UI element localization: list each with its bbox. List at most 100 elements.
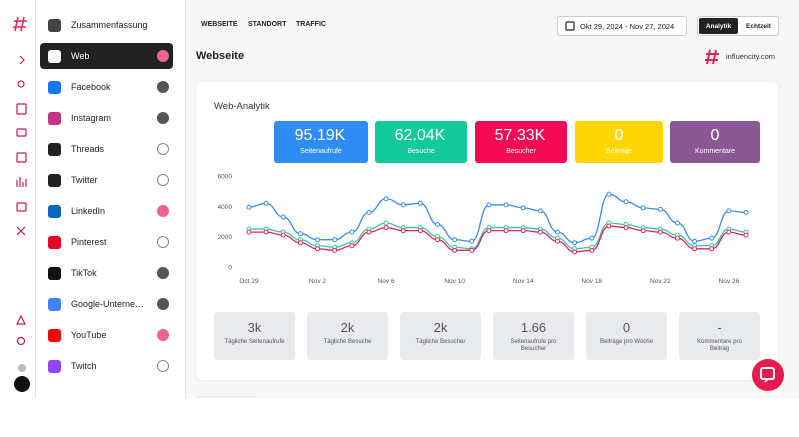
logo bbox=[13, 16, 27, 32]
user-icon[interactable] bbox=[18, 364, 26, 372]
data-point bbox=[674, 220, 680, 226]
nav-icon[interactable] bbox=[16, 314, 26, 325]
x-tick-label: Nov 22 bbox=[650, 278, 671, 285]
view-option[interactable]: Echtzeit bbox=[746, 22, 771, 30]
data-point bbox=[589, 235, 595, 241]
data-point bbox=[692, 246, 698, 252]
nav-icon[interactable] bbox=[16, 202, 27, 212]
nav-icon[interactable] bbox=[16, 128, 27, 137]
data-point bbox=[417, 228, 423, 234]
stat-value: 1.66 bbox=[520, 320, 547, 335]
kpi-box: 62.04K Besuche bbox=[375, 121, 467, 163]
sidebar-item[interactable]: YouTube bbox=[40, 322, 173, 348]
sidebar-item[interactable]: Facebook bbox=[40, 74, 173, 100]
tab[interactable]: STANDORT bbox=[248, 21, 287, 28]
item-label: Web bbox=[71, 51, 90, 61]
sidebar: Zusammenfassung Web Facebook Instagram Threa… bbox=[36, 0, 186, 398]
data-point bbox=[383, 220, 389, 226]
nav-icon[interactable] bbox=[16, 152, 27, 163]
data-point bbox=[280, 214, 286, 220]
data-point bbox=[486, 228, 492, 234]
data-point bbox=[572, 249, 578, 255]
item-icon bbox=[48, 359, 61, 373]
add-button[interactable] bbox=[157, 360, 169, 372]
nav-icon[interactable] bbox=[16, 177, 27, 187]
next-section-edge bbox=[196, 396, 256, 398]
sidebar-item[interactable]: Pinterest bbox=[40, 229, 173, 255]
kpi-value: 0 bbox=[710, 127, 720, 144]
add-button[interactable] bbox=[157, 236, 169, 248]
data-point bbox=[469, 247, 475, 253]
sidebar-item[interactable]: Threads bbox=[40, 136, 173, 162]
account-avatar[interactable] bbox=[157, 329, 169, 341]
sidebar-item[interactable]: LinkedIn bbox=[40, 198, 173, 224]
nav-icon[interactable] bbox=[16, 226, 26, 236]
date-picker[interactable]: Okt 29, 2024 - Nov 27, 2024 bbox=[557, 16, 687, 36]
sidebar-item[interactable]: Twitch bbox=[40, 353, 173, 379]
data-point bbox=[383, 225, 389, 231]
series-line bbox=[249, 225, 747, 253]
kpi-value-row: 95.19K bbox=[274, 127, 368, 145]
kpi-label: Besuche bbox=[407, 148, 435, 155]
item-icon bbox=[48, 18, 61, 32]
data-point bbox=[263, 229, 269, 235]
nav-icon[interactable] bbox=[17, 80, 25, 88]
stat-label: Kommentare pro Beitrag bbox=[697, 339, 742, 352]
data-point bbox=[692, 238, 698, 244]
data-point bbox=[503, 202, 509, 208]
stat-label: Tägliche Besuche bbox=[323, 339, 372, 345]
account-avatar[interactable] bbox=[157, 50, 169, 62]
account-avatar[interactable] bbox=[14, 376, 30, 392]
data-point bbox=[640, 205, 646, 211]
item-label: Instagram bbox=[71, 113, 112, 123]
sidebar-item[interactable]: Google-Unterne… bbox=[40, 291, 173, 317]
sidebar-item[interactable]: Zusammenfassung bbox=[40, 12, 173, 38]
settings-icon[interactable] bbox=[16, 336, 26, 346]
data-point bbox=[332, 247, 338, 253]
kpi-label: Seitenaufrufe bbox=[300, 148, 342, 155]
account-avatar[interactable] bbox=[157, 298, 169, 310]
expand-icon[interactable] bbox=[19, 55, 25, 65]
add-button[interactable] bbox=[157, 143, 169, 155]
nav-icon[interactable] bbox=[16, 103, 27, 115]
data-point bbox=[452, 247, 458, 253]
kpi-box: 0 Beiträge bbox=[575, 121, 663, 163]
kpi-value-row: 62.04K bbox=[375, 127, 467, 145]
data-point bbox=[623, 225, 629, 231]
sidebar-item[interactable]: Web bbox=[40, 43, 173, 69]
stat-label: Beiträge pro Woche bbox=[600, 339, 653, 345]
item-label: YouTube bbox=[71, 330, 107, 340]
data-point bbox=[366, 209, 372, 215]
x-tick-label: Nov 6 bbox=[378, 278, 395, 285]
data-point bbox=[554, 238, 560, 244]
data-point bbox=[246, 204, 252, 210]
page-title: Webseite bbox=[196, 50, 245, 62]
data-point bbox=[452, 237, 458, 243]
data-point bbox=[263, 200, 269, 206]
item-icon bbox=[48, 111, 61, 125]
tab[interactable]: WEBSEITE bbox=[201, 21, 238, 28]
tab[interactable]: TRAFFIC bbox=[296, 21, 326, 28]
data-point bbox=[726, 208, 732, 214]
item-label: Pinterest bbox=[71, 237, 107, 247]
kpi-label: Kommentare bbox=[694, 148, 736, 155]
add-button[interactable] bbox=[157, 174, 169, 186]
calendar-icon bbox=[565, 21, 575, 31]
sidebar-item[interactable]: TikTok bbox=[40, 260, 173, 286]
stat-label: Seitenaufrufe pro Besucher bbox=[510, 339, 557, 352]
view-option[interactable]: Analytik bbox=[699, 18, 738, 34]
help-button[interactable] bbox=[751, 358, 785, 392]
data-point bbox=[297, 231, 303, 237]
stat-value: 0 bbox=[622, 320, 631, 335]
account-avatar[interactable] bbox=[157, 81, 169, 93]
sidebar-item[interactable]: Twitter bbox=[40, 167, 173, 193]
account-avatar[interactable] bbox=[157, 205, 169, 217]
account-avatar[interactable] bbox=[157, 112, 169, 124]
kpi-box: 57.33K Besucher bbox=[475, 121, 567, 163]
sidebar-item[interactable]: Instagram bbox=[40, 105, 173, 131]
account-avatar[interactable] bbox=[157, 267, 169, 279]
item-label: Zusammenfassung bbox=[71, 20, 148, 30]
x-tick-label: Nov 2 bbox=[309, 278, 326, 285]
data-point bbox=[623, 199, 629, 205]
